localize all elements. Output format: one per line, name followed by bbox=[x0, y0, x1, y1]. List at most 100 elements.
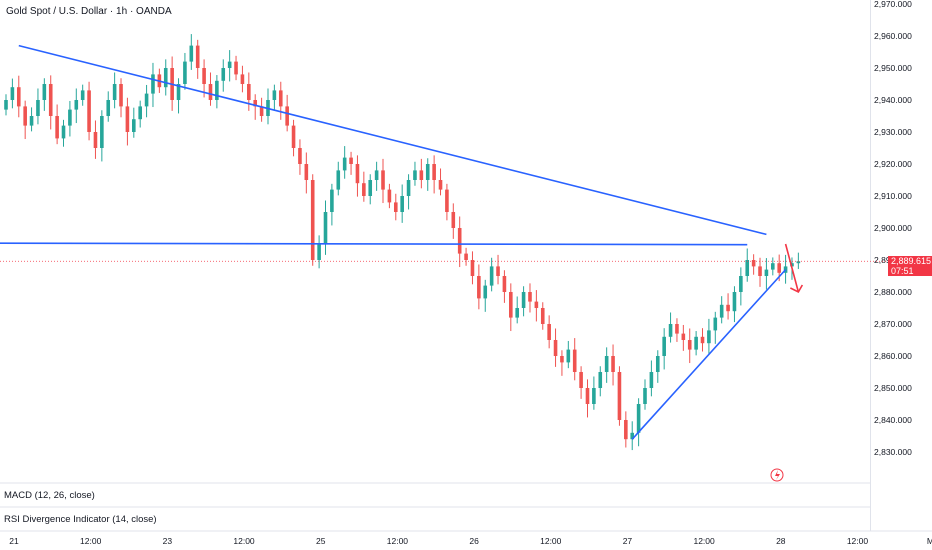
candle-body bbox=[125, 106, 130, 132]
candle-body bbox=[298, 148, 302, 164]
candle-body bbox=[406, 180, 411, 196]
arrow-annotation bbox=[784, 243, 800, 293]
y-tick-label: 2,950.000 bbox=[874, 63, 912, 73]
candle-body bbox=[662, 336, 666, 356]
candle-body bbox=[675, 324, 679, 334]
candle-body bbox=[509, 292, 513, 318]
candle-body bbox=[227, 61, 232, 68]
x-tick-label: 12:00 bbox=[847, 536, 869, 546]
candle-body bbox=[387, 189, 392, 203]
x-tick-label: 21 bbox=[9, 536, 19, 546]
candle-body bbox=[617, 372, 622, 420]
candle-body bbox=[151, 74, 155, 94]
candle-body bbox=[368, 180, 373, 196]
candle-body bbox=[362, 183, 366, 196]
candle-body bbox=[764, 269, 769, 276]
candle-body bbox=[470, 260, 475, 276]
candle-body bbox=[668, 324, 673, 337]
x-tick-label: 27 bbox=[623, 536, 633, 546]
arrow-head bbox=[790, 284, 804, 294]
candle-body bbox=[592, 388, 596, 404]
candle-body bbox=[777, 263, 781, 273]
candle-body bbox=[349, 157, 353, 164]
candle-body bbox=[630, 432, 635, 440]
x-tick-label: 12:00 bbox=[540, 536, 562, 546]
candle-body bbox=[247, 84, 251, 100]
trendline bbox=[18, 44, 767, 236]
candle-body bbox=[572, 349, 577, 372]
lightning-icon bbox=[770, 468, 784, 482]
candle-body bbox=[106, 100, 111, 116]
candle-body bbox=[42, 84, 47, 100]
y-tick-label: 2,850.000 bbox=[874, 383, 912, 393]
candle-body bbox=[457, 228, 462, 254]
candle-body bbox=[649, 372, 654, 388]
trendline bbox=[631, 269, 787, 440]
candle-body bbox=[189, 45, 194, 62]
candle-body bbox=[119, 84, 123, 107]
candle-body bbox=[29, 116, 34, 126]
candle-body bbox=[221, 68, 226, 81]
candle-body bbox=[655, 356, 660, 372]
candle-body bbox=[700, 336, 705, 344]
candle-body bbox=[745, 260, 750, 276]
candle-body bbox=[240, 74, 245, 84]
lightning-icon bbox=[775, 470, 780, 480]
candle-body bbox=[611, 356, 615, 372]
candle-body bbox=[560, 356, 564, 363]
candle-body bbox=[438, 180, 443, 190]
candle-body bbox=[796, 261, 801, 264]
candle-body bbox=[694, 336, 698, 350]
candle-body bbox=[739, 276, 743, 292]
candle-body bbox=[643, 388, 647, 404]
y-tick-label: 2,920.000 bbox=[874, 159, 912, 169]
chart-title: Gold Spot / U.S. Dollar · 1h · OANDA bbox=[6, 6, 172, 17]
candle-body bbox=[202, 68, 206, 84]
x-tick-label: 28 bbox=[776, 536, 786, 546]
candle-body bbox=[323, 212, 328, 244]
candle-body bbox=[726, 304, 730, 312]
candle-body bbox=[400, 196, 404, 212]
candle-body bbox=[477, 276, 481, 299]
candle-body bbox=[36, 100, 40, 116]
candle-body bbox=[10, 87, 15, 100]
x-tick-label: 12:00 bbox=[387, 536, 409, 546]
candle-body bbox=[566, 349, 571, 363]
y-tick-label: 2,880.000 bbox=[874, 287, 912, 297]
y-tick-label: 2,910.000 bbox=[874, 191, 912, 201]
candle-body bbox=[707, 330, 711, 344]
candle-body bbox=[61, 125, 66, 139]
candle-body bbox=[330, 189, 334, 212]
candle-body bbox=[540, 308, 545, 324]
candle-body bbox=[48, 84, 53, 116]
candle-body bbox=[585, 388, 590, 404]
candle-body bbox=[285, 106, 289, 126]
candle-body bbox=[342, 157, 347, 171]
candle-body bbox=[521, 292, 526, 308]
candle-body bbox=[624, 420, 628, 440]
candle-body bbox=[604, 356, 609, 372]
trendline bbox=[0, 242, 748, 246]
candle-body bbox=[598, 372, 603, 388]
y-tick-label: 2,930.000 bbox=[874, 127, 912, 137]
rsi-label: RSI Divergence Indicator (14, close) bbox=[4, 514, 157, 525]
last-price-tag: 2,889.615 07:51 bbox=[888, 256, 932, 276]
candle-body bbox=[304, 164, 309, 180]
candle-body bbox=[68, 109, 72, 126]
y-tick-label: 2,830.000 bbox=[874, 447, 912, 457]
candle-body bbox=[80, 90, 85, 100]
candle-body bbox=[771, 263, 775, 270]
candle-body bbox=[681, 333, 686, 340]
candle-body bbox=[547, 324, 551, 340]
candle-body bbox=[355, 164, 360, 184]
candle-body bbox=[100, 116, 104, 148]
x-tick-label: 25 bbox=[316, 536, 326, 546]
candle-body bbox=[4, 100, 8, 110]
candle-body bbox=[534, 301, 539, 308]
candle-body bbox=[432, 164, 436, 180]
candle-body bbox=[272, 90, 277, 100]
candle-body bbox=[515, 308, 519, 318]
macd-label: MACD (12, 26, close) bbox=[4, 490, 95, 501]
